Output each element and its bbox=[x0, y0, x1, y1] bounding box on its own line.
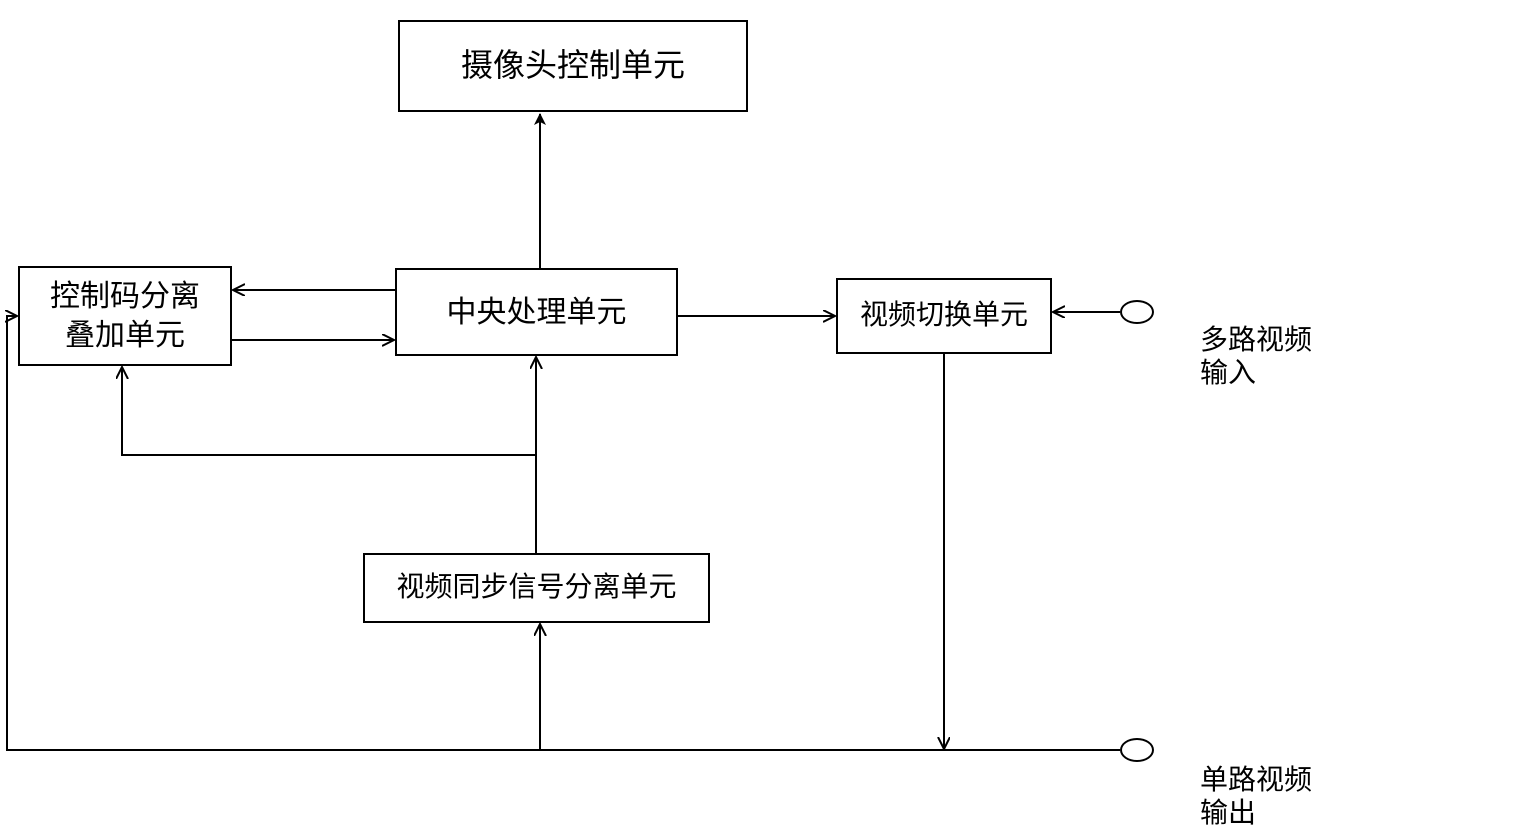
sync-sep-label: 视频同步信号分离单元 bbox=[396, 570, 676, 606]
multi-in-port bbox=[1120, 300, 1154, 324]
arrow-out-to-codesep bbox=[7, 316, 944, 750]
code-sep-overlay-label: 控制码分离 叠加单元 bbox=[50, 277, 200, 355]
multi-in-label: 多路视频 输入 bbox=[1200, 290, 1312, 391]
video-switch-box: 视频切换单元 bbox=[836, 278, 1052, 354]
cpu-box: 中央处理单元 bbox=[395, 268, 678, 356]
single-out-port bbox=[1120, 738, 1154, 762]
code-sep-overlay-box: 控制码分离 叠加单元 bbox=[18, 266, 232, 366]
video-switch-label: 视频切换单元 bbox=[860, 298, 1028, 334]
connectors bbox=[0, 0, 1524, 813]
cpu-label: 中央处理单元 bbox=[447, 293, 627, 332]
single-out-label: 单路视频 输出 bbox=[1200, 730, 1312, 831]
camera-control-label: 摄像头控制单元 bbox=[461, 45, 685, 87]
camera-control-box: 摄像头控制单元 bbox=[398, 20, 748, 112]
arrow-sync-to-codesep bbox=[122, 368, 536, 455]
sync-sep-box: 视频同步信号分离单元 bbox=[363, 553, 710, 623]
